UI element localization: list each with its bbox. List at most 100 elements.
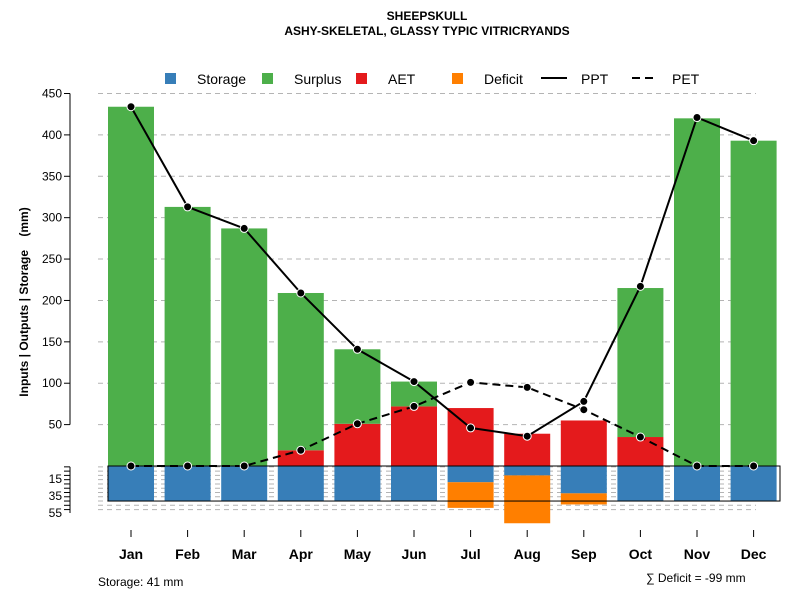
ppt-point	[239, 223, 249, 233]
storage-bar	[221, 466, 268, 502]
x-tick-label: Jun	[402, 546, 427, 562]
pet-point	[239, 461, 249, 471]
deficit-bar	[560, 493, 607, 505]
surplus-bar	[334, 349, 381, 424]
legend-label-pet: PET	[672, 71, 700, 87]
lines	[126, 102, 759, 471]
ppt-point	[466, 423, 476, 433]
x-tick-label: Apr	[289, 546, 314, 562]
ppt-point	[296, 288, 306, 298]
storage-bar	[730, 466, 777, 502]
y-tick-label: 300	[42, 211, 62, 225]
surplus-bar	[221, 228, 268, 466]
pet-point	[522, 382, 532, 392]
x-tick-label: Sep	[571, 546, 597, 562]
pet-point	[579, 405, 589, 415]
storage-bar	[391, 466, 437, 502]
surplus-bar	[617, 288, 664, 438]
y-tick-label: 450	[42, 87, 62, 101]
ppt-line	[130, 106, 754, 438]
storage-tick-label: 15	[49, 472, 63, 486]
x-tick-label: Dec	[741, 546, 767, 562]
storage-bar	[108, 466, 154, 502]
legend-label-surplus: Surplus	[294, 71, 341, 87]
storage-tick-label: 35	[49, 489, 63, 503]
pet-point	[749, 461, 759, 471]
aet-bar	[447, 408, 494, 466]
legend-label-aet: AET	[388, 71, 416, 87]
ppt-point	[635, 281, 645, 291]
deficit-bar	[504, 475, 551, 524]
x-tick-label: Nov	[684, 546, 711, 562]
y-tick-label: 100	[42, 376, 62, 390]
aet-bar	[560, 420, 607, 466]
pet-point	[126, 461, 136, 471]
chart-title: SHEEPSKULL	[387, 9, 468, 23]
legend-label-ppt: PPT	[581, 71, 609, 87]
legend-swatch-aet	[356, 73, 367, 84]
ppt-point	[352, 344, 362, 354]
storage-bar	[560, 466, 607, 494]
chart-subtitle: ASHY-SKELETAL, GLASSY TYPIC VITRICRYANDS	[284, 24, 569, 38]
aet-bar	[391, 406, 437, 466]
x-tick-label: Feb	[175, 546, 200, 562]
pet-point	[352, 419, 362, 429]
legend-swatch-surplus	[262, 73, 273, 84]
surplus-bar	[674, 118, 720, 466]
y-tick-label: 350	[42, 169, 62, 183]
deficit-note: ∑ Deficit = -99 mm	[646, 571, 746, 585]
storage-bar	[504, 466, 551, 476]
storage-tick-label: 55	[49, 506, 63, 520]
aet-bar	[334, 423, 381, 466]
surplus-bar	[164, 206, 211, 466]
x-axis: Jan Feb Mar Apr May Jun Jul Aug Sep Oct Nov Dec	[119, 530, 767, 562]
storage-bar	[674, 466, 720, 502]
x-tick-label: Jul	[460, 546, 480, 562]
pet-point	[635, 432, 645, 442]
y-tick-label: 250	[42, 252, 62, 266]
ppt-point	[692, 113, 702, 123]
storage-bar	[334, 466, 381, 502]
surplus-bar	[277, 292, 324, 451]
x-tick-label: Aug	[514, 546, 541, 562]
legend-label-storage: Storage	[197, 71, 246, 87]
storage-capacity-box	[107, 465, 781, 502]
ppt-point	[579, 396, 589, 406]
pet-point	[183, 461, 193, 471]
aet-bar	[617, 437, 664, 466]
ppt-point	[409, 377, 419, 387]
surplus-bar	[108, 106, 154, 466]
storage-bar	[617, 466, 664, 502]
y-tick-label: 50	[49, 418, 63, 432]
pet-point	[466, 377, 476, 387]
bars	[107, 106, 781, 524]
y-tick-label: 200	[42, 293, 62, 307]
storage-bar	[447, 466, 494, 483]
legend-swatch-deficit	[452, 73, 463, 84]
y-tick-label: 400	[42, 128, 62, 142]
legend-swatch-storage	[165, 73, 176, 84]
x-tick-label: May	[344, 546, 371, 562]
x-tick-label: Jan	[119, 546, 143, 562]
storage-bar	[164, 466, 211, 502]
y-tick-label: 150	[42, 335, 62, 349]
legend-label-deficit: Deficit	[484, 71, 523, 87]
ppt-point	[183, 202, 193, 212]
y-axis: 50 100 150 200 250 300 350 400 450 15 35 55	[42, 87, 71, 520]
surplus-bar	[730, 140, 777, 466]
storage-bar	[277, 466, 324, 502]
pet-point	[296, 445, 306, 455]
pet-point	[692, 461, 702, 471]
deficit-bar	[447, 482, 494, 508]
storage-note: Storage: 41 mm	[98, 575, 183, 589]
ppt-point	[126, 102, 136, 112]
y-axis-label: Inputs | Outputs | Storage (mm)	[17, 207, 31, 396]
ppt-point	[749, 136, 759, 146]
x-tick-label: Mar	[232, 546, 257, 562]
ppt-point	[522, 431, 532, 441]
pet-point	[409, 401, 419, 411]
legend: Storage Surplus AET Deficit PPT PET	[165, 71, 700, 87]
x-tick-label: Oct	[629, 546, 653, 562]
pet-line	[131, 381, 754, 467]
